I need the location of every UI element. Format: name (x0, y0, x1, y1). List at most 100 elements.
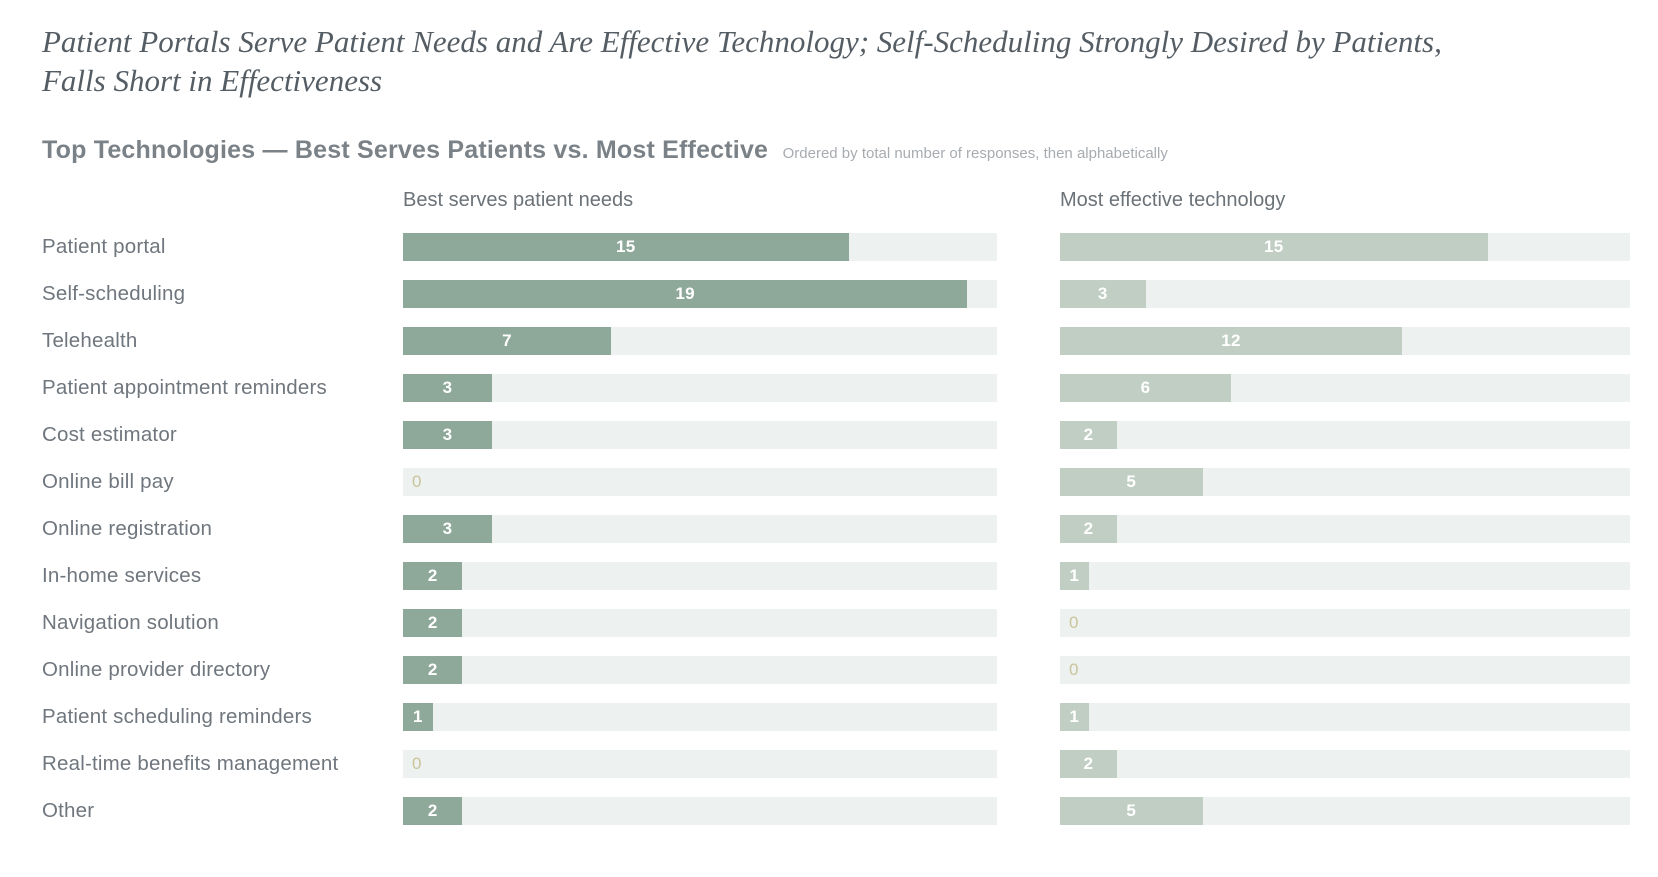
category-label: Real-time benefits management (42, 752, 339, 775)
bar-track-best-serves: 7 (403, 327, 997, 355)
bar-fill: 12 (1060, 327, 1402, 355)
bar-value-label: 3 (442, 378, 453, 397)
bar-track-most-effective: 0 (1060, 609, 1630, 637)
bar-track-most-effective: 2 (1060, 515, 1630, 543)
section-heading-row: Top Technologies — Best Serves Patients … (42, 136, 1627, 165)
bar-value-label: 1 (412, 707, 423, 726)
column-headers: Best serves patient needs Most effective… (42, 189, 1627, 212)
bar-value-label: 6 (1140, 378, 1151, 397)
bar-track-most-effective: 2 (1060, 750, 1630, 778)
bar-fill: 2 (1060, 750, 1117, 778)
bar-value-label: 7 (502, 331, 512, 350)
bar-track-most-effective: 12 (1060, 327, 1630, 355)
bar-value-label: 15 (1263, 237, 1284, 256)
bar-zero-label: 0 (1069, 613, 1079, 632)
category-label: Cost estimator (42, 423, 177, 446)
bar-track-best-serves: 3 (403, 374, 997, 402)
bar-value-label: 3 (1097, 284, 1108, 303)
bar-fill: 2 (403, 609, 463, 637)
table-row: Navigation solution 2 0 (42, 609, 1630, 637)
bar-fill: 19 (403, 280, 968, 308)
category-label: Online registration (42, 517, 213, 540)
category-label: Online provider directory (42, 658, 271, 681)
category-label: Online bill pay (42, 470, 174, 493)
bar-track-most-effective: 6 (1060, 374, 1630, 402)
bar-track-best-serves: 2 (403, 656, 997, 684)
bar-value-label: 3 (442, 425, 453, 444)
bar-fill: 3 (403, 374, 493, 402)
bar-fill: 6 (1060, 374, 1231, 402)
bar-track-best-serves: 0 (403, 750, 997, 778)
bar-fill: 1 (1060, 562, 1089, 590)
bar-value-label: 2 (1083, 519, 1094, 538)
bar-zero-label: 0 (1069, 660, 1079, 679)
category-label: Other (42, 799, 95, 822)
bar-value-label: 2 (427, 660, 438, 679)
bar-fill: 3 (403, 421, 493, 449)
category-label: Self-scheduling (42, 282, 186, 305)
section-note: Ordered by total number of responses, th… (782, 145, 1168, 162)
bar-fill: 2 (403, 797, 463, 825)
bar-value-label: 5 (1126, 801, 1137, 820)
table-row: Online provider directory 2 0 (42, 656, 1630, 684)
bar-zero-label: 0 (412, 754, 422, 773)
bar-fill: 1 (1060, 703, 1089, 731)
bar-track-best-serves: 3 (403, 515, 997, 543)
bar-track-most-effective: 1 (1060, 703, 1630, 731)
table-row: Other 2 5 (42, 797, 1630, 825)
category-label: Patient portal (42, 235, 166, 258)
bar-track-most-effective: 5 (1060, 468, 1630, 496)
bar-value-label: 12 (1221, 331, 1241, 350)
category-label: Patient scheduling reminders (42, 705, 312, 728)
bar-track-most-effective: 3 (1060, 280, 1630, 308)
table-row: Self-scheduling 19 3 (42, 280, 1630, 308)
bar-track-most-effective: 2 (1060, 421, 1630, 449)
section-heading: Top Technologies — Best Serves Patients … (42, 136, 769, 164)
bar-track-best-serves: 2 (403, 609, 997, 637)
table-row: Patient scheduling reminders 1 1 (42, 703, 1630, 731)
page: Patient Portals Serve Patient Needs and … (42, 24, 1630, 825)
bar-fill: 2 (1060, 515, 1117, 543)
bar-value-label: 5 (1126, 472, 1137, 491)
table-row: Patient appointment reminders 3 6 (42, 374, 1630, 402)
bar-value-label: 2 (427, 613, 438, 632)
column-header-best-serves: Best serves patient needs (403, 189, 634, 211)
bar-fill: 3 (1060, 280, 1146, 308)
bar-value-label: 2 (427, 801, 438, 820)
chart-rows: Patient portal 15 15 Self-scheduling 19 3 Tele… (42, 233, 1630, 825)
table-row: Real-time benefits management 0 2 (42, 750, 1630, 778)
bar-fill: 2 (1060, 421, 1117, 449)
bar-fill: 15 (403, 233, 849, 261)
page-title: Patient Portals Serve Patient Needs and … (42, 24, 1442, 98)
bar-fill: 2 (403, 656, 463, 684)
table-row: In-home services 2 1 (42, 562, 1630, 590)
bar-value-label: 15 (615, 237, 636, 256)
bar-fill: 5 (1060, 468, 1203, 496)
bar-track-best-serves: 15 (403, 233, 997, 261)
bar-fill: 1 (403, 703, 433, 731)
category-label: Navigation solution (42, 611, 220, 634)
bar-value-label: 1 (1069, 566, 1080, 585)
bar-value-label: 19 (675, 284, 695, 303)
bar-track-best-serves: 2 (403, 562, 997, 590)
bar-value-label: 3 (442, 519, 453, 538)
bar-zero-label: 0 (412, 472, 422, 491)
bar-track-most-effective: 5 (1060, 797, 1630, 825)
table-row: Patient portal 15 15 (42, 233, 1630, 261)
bar-value-label: 2 (427, 566, 438, 585)
bar-fill: 3 (403, 515, 493, 543)
bar-value-label: 1 (1069, 707, 1080, 726)
bar-value-label: 2 (1083, 425, 1094, 444)
category-label: Telehealth (42, 329, 138, 352)
bar-track-best-serves: 1 (403, 703, 997, 731)
table-row: Online registration 3 2 (42, 515, 1630, 543)
bar-fill: 7 (403, 327, 611, 355)
bar-track-best-serves: 19 (403, 280, 997, 308)
bar-track-most-effective: 0 (1060, 656, 1630, 684)
bar-fill: 5 (1060, 797, 1203, 825)
table-row: Online bill pay 0 5 (42, 468, 1630, 496)
bar-track-best-serves: 0 (403, 468, 997, 496)
bar-value-label: 2 (1083, 754, 1094, 773)
bar-track-most-effective: 1 (1060, 562, 1630, 590)
bar-track-best-serves: 3 (403, 421, 997, 449)
